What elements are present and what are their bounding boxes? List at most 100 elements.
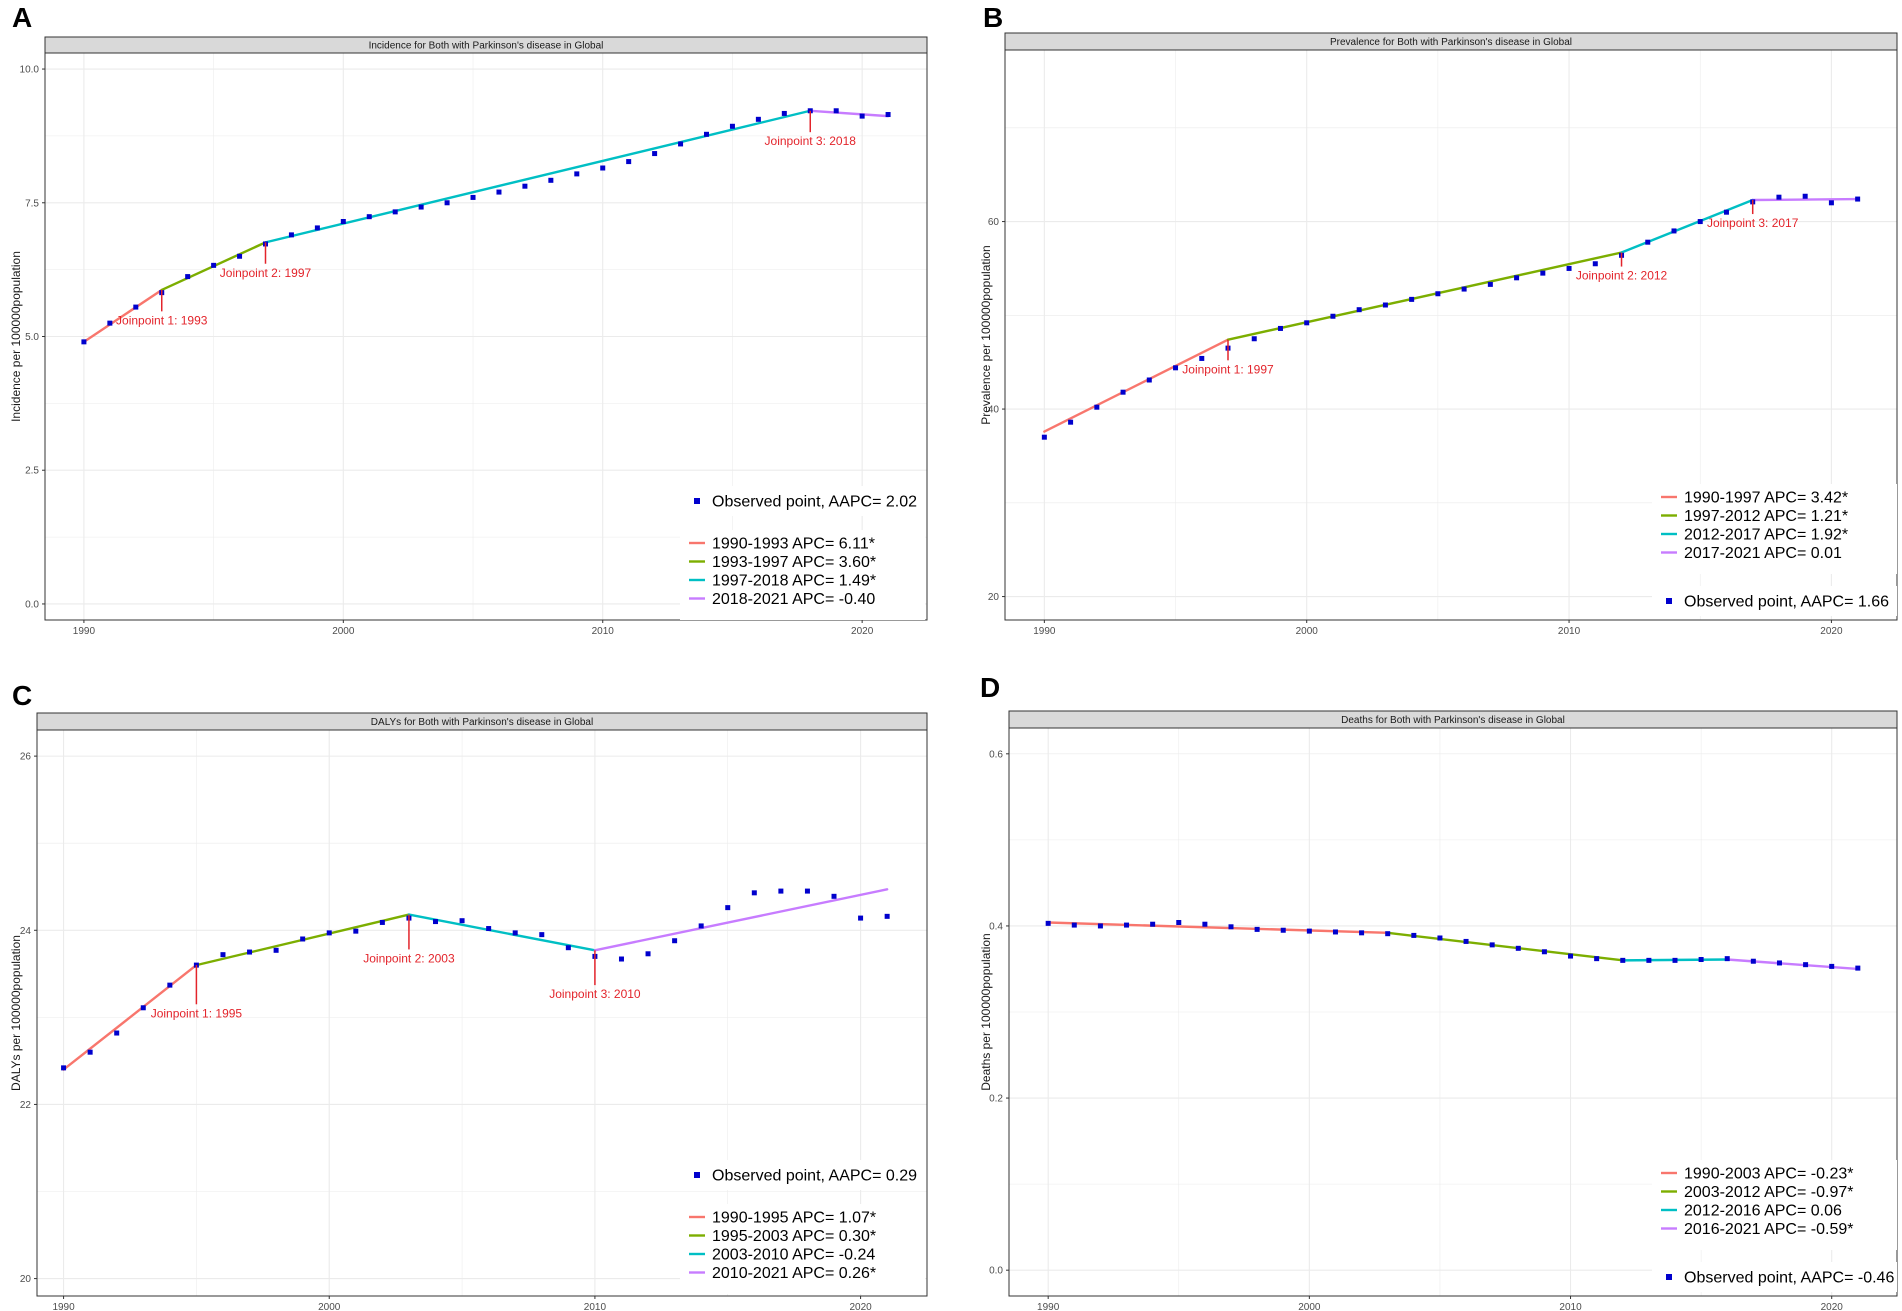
legend-segment-label: 1995-2003 APC= 0.30* [712, 1228, 876, 1245]
joinpoint-label: Joinpoint 1: 1993 [116, 313, 208, 327]
observed-point [1385, 931, 1391, 937]
observed-point [486, 926, 492, 932]
observed-point [1540, 270, 1546, 276]
observed-point [107, 320, 113, 326]
observed-point [781, 110, 787, 116]
legend-observed: Observed point, AAPC= 2.02 [680, 486, 925, 516]
legend-background [1652, 1160, 1897, 1250]
observed-point [1097, 923, 1103, 929]
observed-point [1068, 419, 1074, 425]
gridlines [45, 53, 927, 620]
observed-point [1671, 228, 1677, 234]
observed-point [884, 913, 890, 919]
observed-point [1411, 932, 1417, 938]
observed-point [418, 204, 424, 210]
observed-point [1594, 956, 1600, 962]
fit-segment-1 [62, 963, 198, 1071]
observed-point [1251, 336, 1257, 342]
fit-segment-3 [407, 913, 597, 952]
observed-point [1487, 281, 1493, 287]
observed-point [1646, 957, 1652, 963]
observed-point [1514, 275, 1520, 281]
observed-point [340, 218, 346, 224]
observed-point [859, 113, 865, 119]
observed-point [1437, 935, 1443, 941]
y-axis-label: DALYs per 100000population [9, 935, 23, 1091]
observed-point [1698, 957, 1704, 963]
chart-panel-b: B Prevalence for Both with Parkinson's di… [979, 2, 1898, 637]
legend-observed-label: Observed point, AAPC= -0.46 [1684, 1270, 1894, 1287]
legend-segments: 1990-1995 APC= 1.07*1995-2003 APC= 0.30*… [680, 1204, 925, 1294]
observed-point [1304, 320, 1310, 326]
y-axis-label: Prevalence per 100000population [979, 245, 993, 424]
y-tick-label: 20 [20, 1274, 32, 1285]
joinpoint-label: Joinpoint 3: 2017 [1707, 216, 1799, 230]
legend-segments: 1990-1993 APC= 6.11*1993-1997 APC= 3.60*… [680, 530, 925, 620]
observed-point [1382, 302, 1388, 308]
fit-segment-2 [1386, 931, 1624, 962]
observed-point [600, 165, 606, 171]
legend-segments: 1990-1997 APC= 3.42*1997-2012 APC= 1.21*… [1652, 484, 1897, 574]
observed-point [1146, 377, 1152, 383]
gridlines [1005, 50, 1897, 620]
observed-point [185, 274, 191, 280]
y-tick-label: 0.0 [25, 599, 39, 610]
fit-segment-4 [593, 888, 889, 952]
observed-point [1697, 219, 1703, 225]
observed-point [1202, 921, 1208, 927]
observed-point [1592, 261, 1598, 267]
observed-point [353, 928, 359, 934]
observed-point [755, 116, 761, 122]
observed-point [1776, 194, 1782, 200]
observed-point [1359, 930, 1365, 936]
legend-observed: Observed point, AAPC= -0.46 [1652, 1262, 1897, 1292]
observed-point [1199, 355, 1205, 361]
chart-panel-d: D Deaths for Both with Parkinson's diseas… [979, 672, 1898, 1311]
observed-point [81, 339, 87, 345]
legend-segment-label: 2012-2017 APC= 1.92* [1684, 527, 1848, 544]
observed-point [565, 945, 571, 951]
observed-point [652, 151, 658, 157]
observed-point [1776, 960, 1782, 966]
y-tick-label: 26 [20, 752, 32, 763]
observed-point [858, 915, 864, 921]
chart-title: Prevalence for Both with Parkinson's dis… [1330, 37, 1572, 48]
observed-point [1515, 945, 1521, 951]
observed-point [1071, 922, 1077, 928]
observed-point [804, 888, 810, 894]
observed-point [220, 952, 226, 958]
observed-point [512, 930, 518, 936]
observed-point [1041, 434, 1047, 440]
observed-point [133, 304, 139, 310]
y-tick-label: 0.6 [989, 749, 1003, 760]
legend-background [680, 1160, 925, 1190]
observed-point [496, 189, 502, 195]
legend-point-key [1666, 598, 1672, 604]
observed-point [1254, 926, 1260, 932]
observed-point [618, 956, 624, 962]
observed-point [1356, 307, 1362, 313]
panel-letter: B [983, 2, 1003, 33]
legend-segment-label: 2016-2021 APC= -0.59* [1684, 1221, 1853, 1238]
observed-point [1724, 956, 1730, 962]
legend-segment-label: 2018-2021 APC= -0.40 [712, 591, 875, 608]
observed-point [300, 936, 306, 942]
x-tick-label: 2000 [318, 1302, 341, 1311]
y-tick-label: 10.0 [20, 65, 40, 76]
fit-segment-1 [1043, 338, 1230, 433]
y-tick-label: 24 [20, 926, 32, 937]
x-tick-label: 2010 [1558, 626, 1581, 637]
legend-observed: Observed point, AAPC= 1.66 [1652, 586, 1897, 616]
y-tick-label: 0.2 [989, 1094, 1003, 1105]
chart-title: Incidence for Both with Parkinson's dise… [369, 41, 604, 52]
y-axis-label: Deaths per 100000population [979, 933, 993, 1090]
observed-point [885, 112, 891, 118]
legend-segment-label: 1993-1997 APC= 3.60* [712, 554, 876, 571]
observed-point [1802, 193, 1808, 199]
legend-segment-label: 1997-2012 APC= 1.21* [1684, 508, 1848, 525]
observed-point [574, 171, 580, 177]
panel-letter: D [980, 672, 1000, 703]
legend-point-key [1666, 1274, 1672, 1280]
legend-background [680, 1204, 925, 1294]
observed-point [1463, 938, 1469, 944]
